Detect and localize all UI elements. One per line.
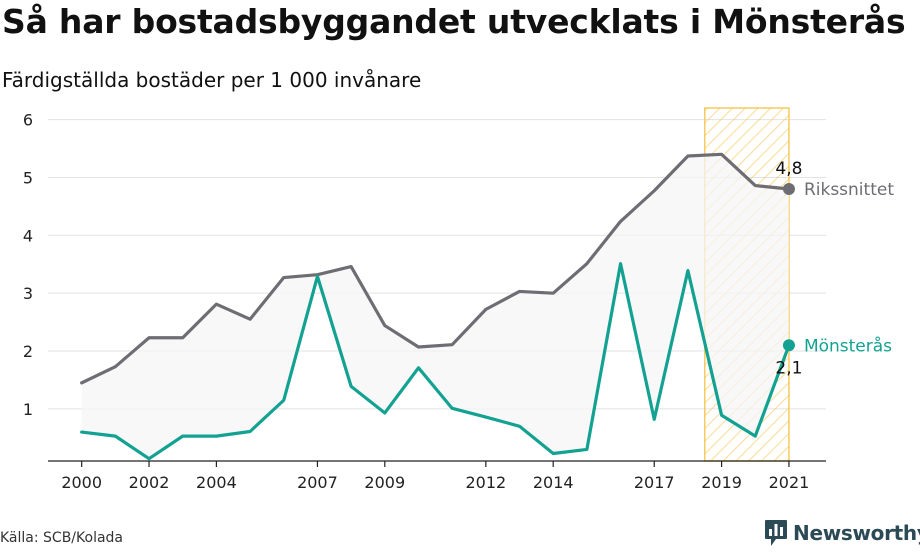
x-tick-label: 2014 <box>533 473 574 492</box>
x-tick-label: 2002 <box>129 473 170 492</box>
x-tick-label: 2012 <box>465 473 506 492</box>
y-tick-label: 2 <box>23 342 33 361</box>
series-line-rikssnittet <box>80 152 791 385</box>
end-marker-monsteras <box>782 339 795 352</box>
brand-logo: Newsworthy <box>764 519 920 547</box>
newsworthy-logo-icon <box>764 519 788 547</box>
x-tick-label: 2000 <box>61 473 102 492</box>
y-tick-label: 3 <box>23 284 33 303</box>
series-line-monsteras <box>80 262 791 461</box>
chart-title: Så har bostadsbyggandet utvecklats i Mön… <box>2 2 906 41</box>
brand-name: Newsworthy <box>793 521 920 545</box>
y-tick-label: 6 <box>23 111 33 130</box>
data-label: 2,1 <box>775 358 802 378</box>
x-tick-label: 2009 <box>364 473 405 492</box>
y-tick-label: 5 <box>23 168 33 187</box>
series-label: Rikssnittet <box>804 180 894 200</box>
end-marker-rikssnittet <box>782 183 795 196</box>
x-tick-label: 2017 <box>634 473 675 492</box>
x-tick-label: 2021 <box>769 473 810 492</box>
chart-subtitle: Färdigställda bostäder per 1 000 invånar… <box>2 68 422 92</box>
source-note: Källa: SCB/Kolada <box>0 530 124 546</box>
x-tick-label: 2019 <box>701 473 742 492</box>
area-between-series <box>81 154 789 459</box>
x-tick-label: 2007 <box>297 473 338 492</box>
y-tick-label: 4 <box>23 226 33 245</box>
y-tick-label: 1 <box>23 400 33 419</box>
x-tick-label: 2004 <box>196 473 237 492</box>
data-label: 4,8 <box>775 159 802 179</box>
series-label: Mönsterås <box>804 335 892 356</box>
